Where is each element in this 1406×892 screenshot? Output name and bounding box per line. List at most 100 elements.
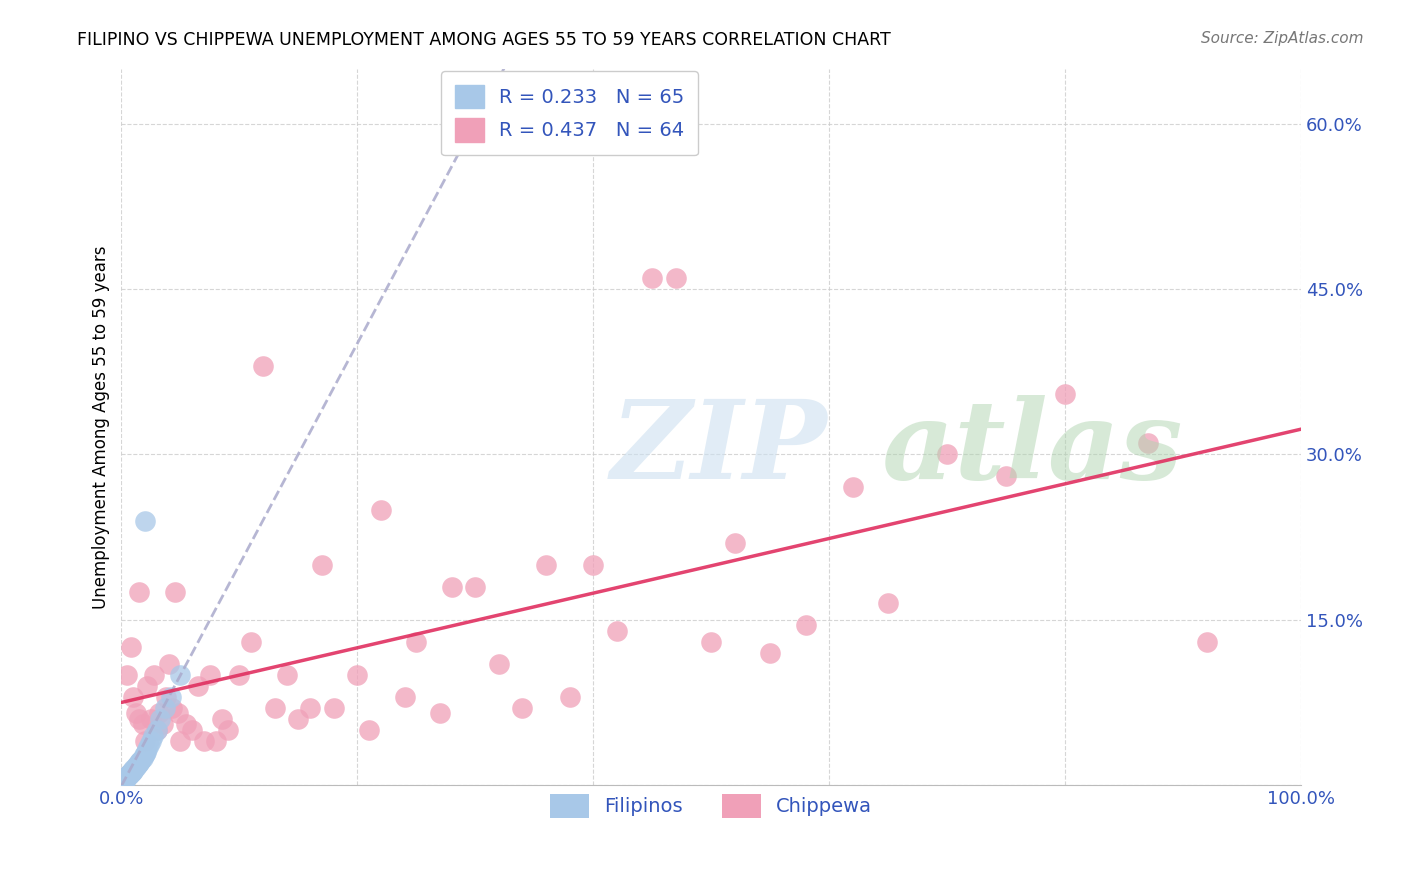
Text: atlas: atlas (612, 394, 1182, 502)
Point (117, 769, 139, 783)
Point (534, 558, 557, 572)
Point (877, 596, 900, 610)
Point (936, 447, 959, 461)
Point (138, 739, 160, 753)
Point (117, 769, 139, 783)
Point (110, 778, 132, 792)
Point (110, 773, 132, 788)
Text: FILIPINO VS CHIPPEWA UNEMPLOYMENT AMONG AGES 55 TO 59 YEARS CORRELATION CHART: FILIPINO VS CHIPPEWA UNEMPLOYMENT AMONG … (77, 31, 891, 49)
Point (124, 762, 146, 776)
Point (117, 768, 139, 782)
Point (122, 690, 145, 704)
Point (131, 717, 153, 731)
Point (394, 690, 416, 704)
Point (228, 668, 250, 682)
Point (198, 668, 221, 682)
Point (117, 771, 139, 785)
Point (181, 723, 204, 737)
Point (129, 754, 152, 768)
Point (263, 701, 285, 715)
Point (131, 753, 153, 767)
Point (112, 773, 135, 788)
Point (117, 767, 139, 781)
Point (110, 778, 132, 792)
Point (128, 585, 150, 599)
Point (240, 635, 263, 649)
Point (121, 764, 143, 778)
Point (252, 359, 274, 374)
Point (135, 745, 157, 759)
Point (167, 706, 190, 721)
Point (346, 668, 368, 682)
Point (117, 668, 139, 682)
Point (700, 635, 723, 649)
Point (118, 767, 141, 781)
Point (464, 580, 486, 594)
Text: Source: ZipAtlas.com: Source: ZipAtlas.com (1201, 31, 1364, 46)
Point (110, 778, 132, 792)
Point (429, 706, 451, 721)
Point (124, 759, 146, 773)
Point (125, 758, 148, 772)
Point (115, 771, 138, 785)
Point (118, 766, 141, 780)
Point (287, 712, 309, 726)
Point (132, 748, 155, 763)
Point (311, 558, 333, 572)
Point (1136, 436, 1159, 450)
Legend: Filipinos, Chippewa: Filipinos, Chippewa (543, 786, 880, 826)
Point (122, 763, 145, 777)
Point (121, 764, 143, 779)
Text: ZIP: ZIP (612, 394, 828, 502)
Point (370, 502, 392, 516)
Point (110, 778, 132, 792)
Point (139, 734, 162, 748)
Point (122, 764, 145, 778)
Point (488, 657, 510, 671)
Point (276, 668, 298, 682)
Point (114, 772, 136, 787)
Point (120, 766, 142, 780)
Point (115, 772, 138, 786)
Point (440, 580, 463, 594)
Point (176, 717, 198, 731)
Point (134, 734, 156, 748)
Point (558, 690, 581, 704)
Point (146, 723, 169, 737)
Point (665, 271, 688, 285)
Point (128, 712, 150, 726)
Point (110, 778, 132, 792)
Point (110, 778, 132, 792)
Point (110, 774, 132, 789)
Point (841, 480, 863, 494)
Point (152, 717, 174, 731)
Point (204, 734, 226, 748)
Point (187, 679, 209, 693)
Point (110, 778, 132, 792)
Point (110, 778, 132, 792)
Point (582, 558, 605, 572)
Point (128, 755, 150, 769)
Point (157, 657, 180, 671)
Point (131, 750, 153, 764)
Point (163, 585, 186, 599)
Point (122, 762, 145, 776)
Point (110, 778, 132, 792)
Point (120, 764, 142, 779)
Point (124, 760, 146, 774)
Point (155, 690, 177, 704)
Point (110, 778, 132, 792)
Point (134, 747, 156, 762)
Point (127, 757, 149, 772)
Point (794, 618, 817, 632)
Point (724, 535, 747, 549)
Point (193, 734, 215, 748)
Point (512, 701, 534, 715)
Point (299, 701, 322, 715)
Point (112, 772, 135, 787)
Point (160, 690, 183, 704)
Point (146, 723, 169, 737)
Point (606, 624, 628, 638)
Point (1053, 386, 1076, 401)
Point (110, 773, 132, 788)
